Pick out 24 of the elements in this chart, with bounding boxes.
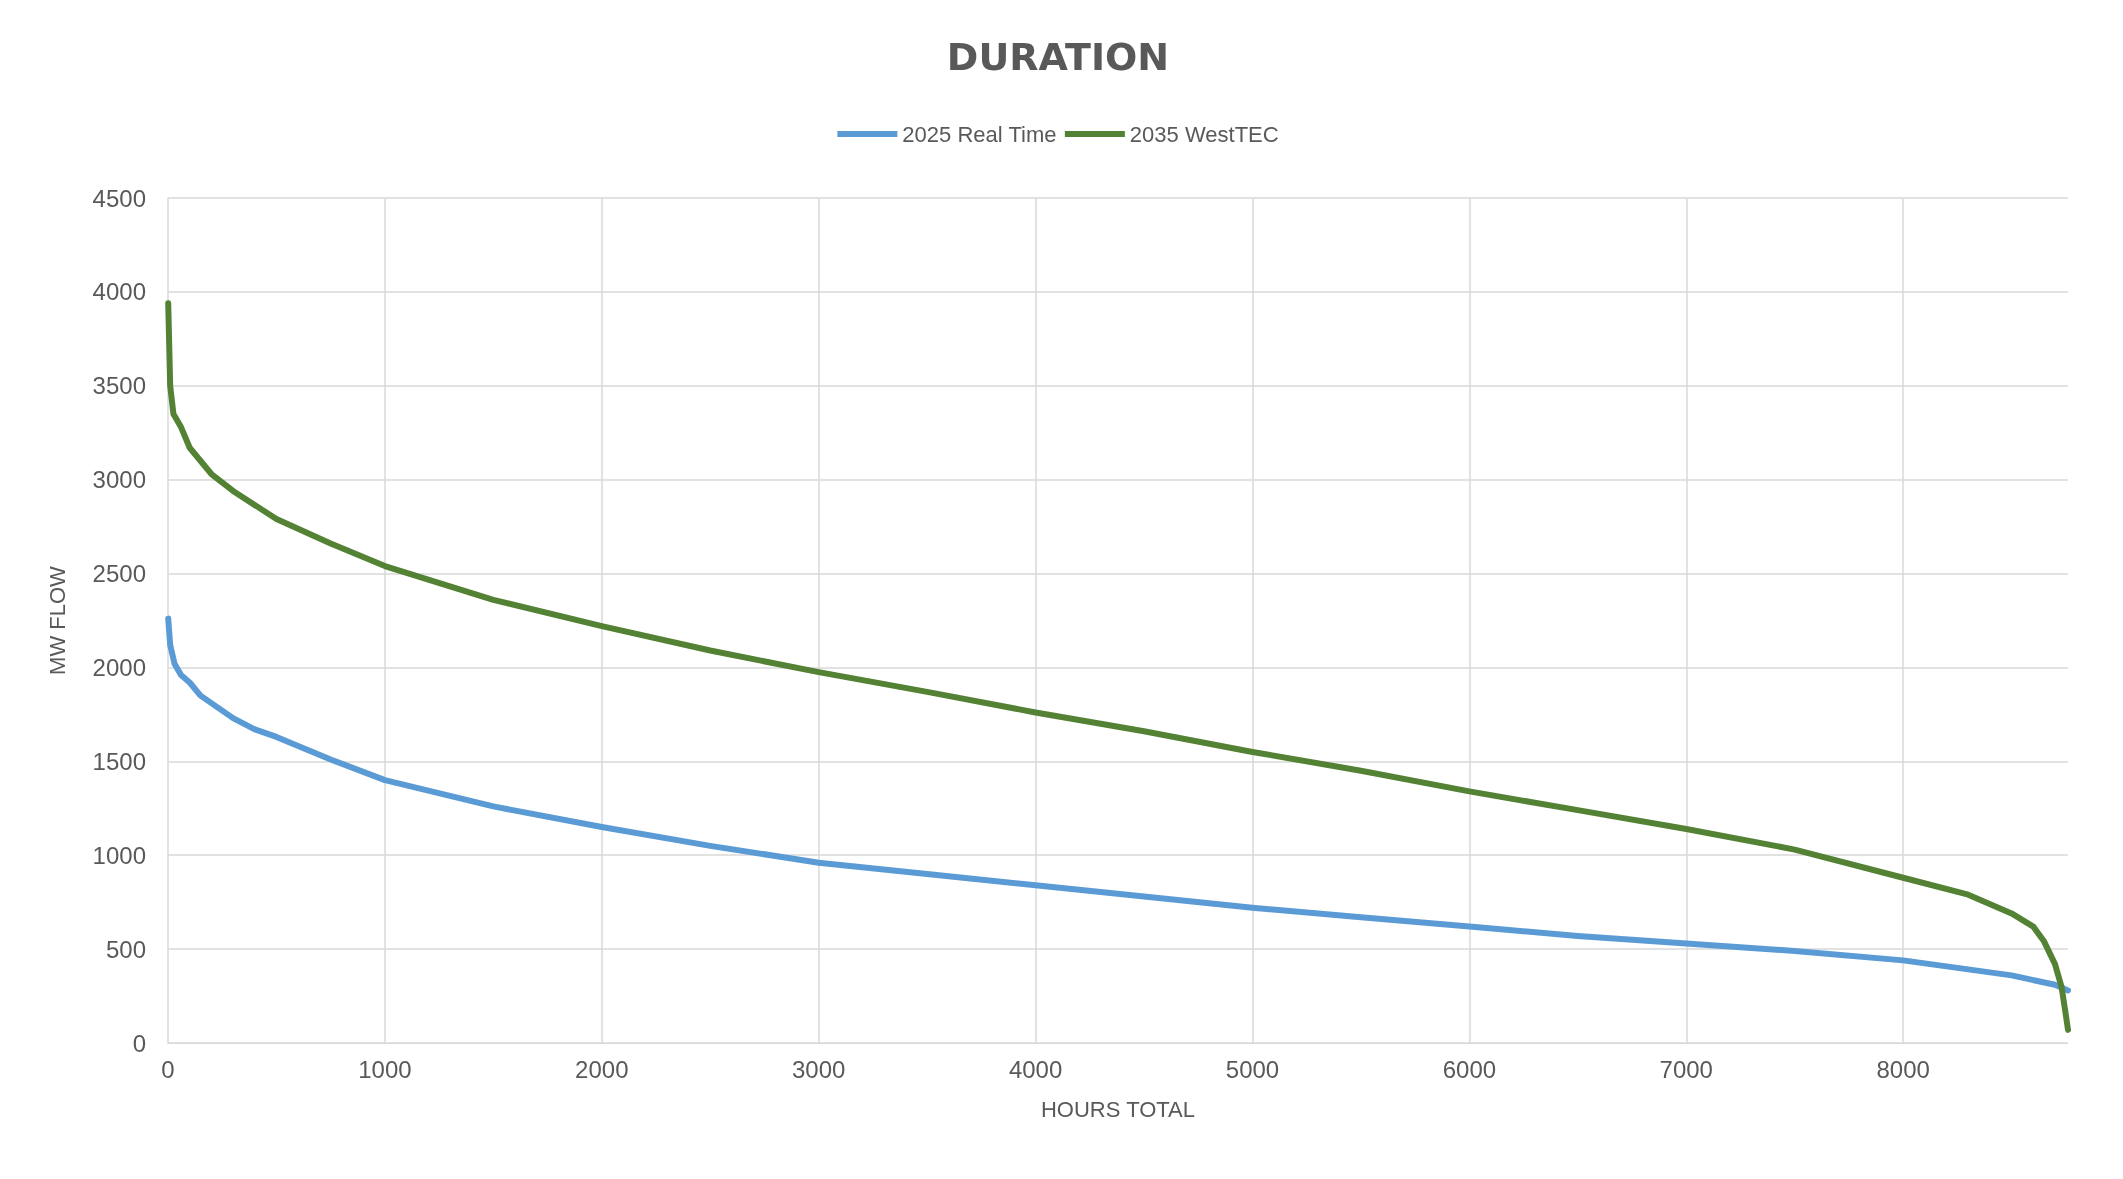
y-tick-label: 1000 — [92, 841, 146, 869]
y-axis-title: MW FLOW — [44, 565, 70, 675]
x-tick-label: 1000 — [358, 1055, 412, 1083]
legend-label: 2035 WestTEC — [1129, 121, 1279, 147]
y-tick-label: 4500 — [92, 184, 146, 212]
x-tick-label: 6000 — [1442, 1055, 1497, 1083]
x-tick-label: 2000 — [575, 1055, 629, 1083]
x-tick-label: 0 — [161, 1055, 175, 1083]
y-tick-label: 0 — [132, 1029, 146, 1057]
x-tick-label: 5000 — [1225, 1055, 1280, 1083]
y-tick-label: 2500 — [92, 560, 146, 588]
y-tick-label: 500 — [105, 935, 146, 963]
y-tick-label: 2000 — [92, 653, 146, 681]
x-tick-label: 3000 — [791, 1055, 846, 1083]
y-tick-label: 4000 — [92, 278, 146, 306]
y-tick-label: 3000 — [92, 466, 146, 494]
y-tick-label: 3500 — [92, 372, 146, 400]
x-tick-label: 8000 — [1876, 1055, 1930, 1083]
chart-title: DURATION — [946, 35, 1170, 79]
y-tick-label: 1500 — [92, 747, 146, 775]
x-tick-label: 4000 — [1008, 1055, 1063, 1083]
legend-label: 2025 Real Time — [902, 121, 1057, 147]
x-axis-title: HOURS TOTAL — [1040, 1096, 1196, 1122]
x-tick-label: 7000 — [1659, 1055, 1713, 1083]
